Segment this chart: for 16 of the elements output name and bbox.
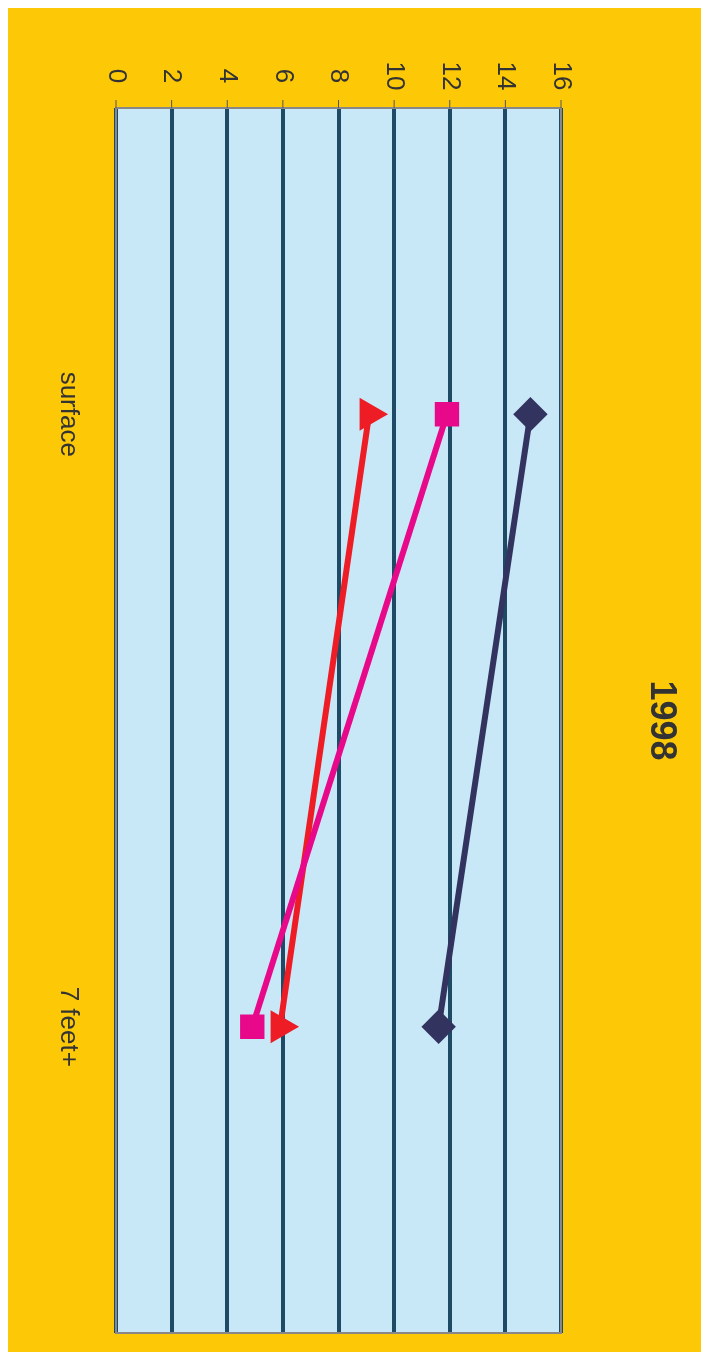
x-tick-label: 0 bbox=[102, 68, 133, 84]
x-tick-label: 8 bbox=[325, 68, 356, 84]
x-tick-label: 2 bbox=[158, 68, 189, 84]
y-tick-label: surface bbox=[54, 371, 85, 457]
point bbox=[434, 402, 460, 427]
x-tick-label: 10 bbox=[380, 61, 411, 91]
x-tick-label: 12 bbox=[436, 61, 467, 91]
point bbox=[422, 1010, 455, 1043]
x-tick-label: 6 bbox=[269, 68, 300, 84]
x-tick-label: 4 bbox=[214, 68, 245, 84]
y-tick-label: 7 feet+ bbox=[54, 986, 85, 1067]
point bbox=[514, 398, 547, 431]
x-tick-label: 14 bbox=[492, 61, 523, 91]
point bbox=[240, 1014, 265, 1039]
x-tick-label: 16 bbox=[547, 61, 578, 91]
text: 1998 bbox=[643, 680, 685, 761]
